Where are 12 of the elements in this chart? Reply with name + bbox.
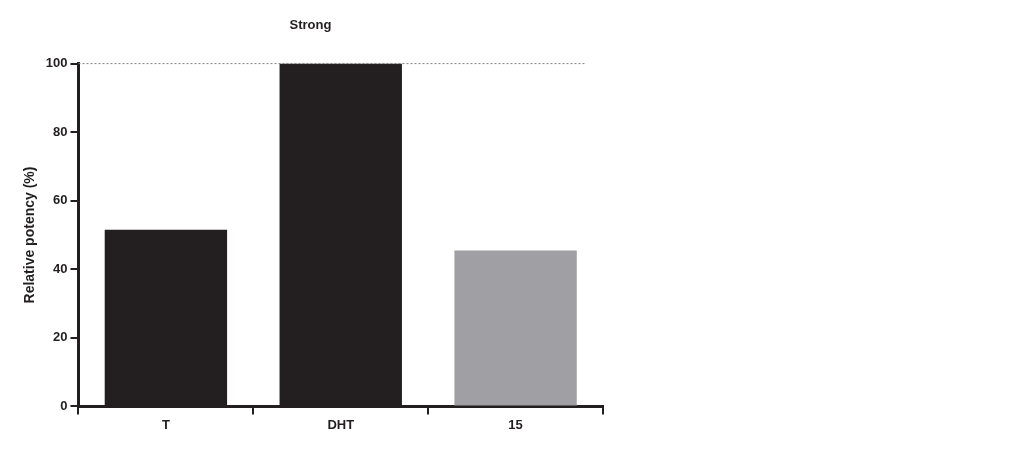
- y-tick-label: 20: [53, 329, 68, 345]
- bar: [454, 250, 577, 406]
- x-tick-label: DHT: [327, 416, 355, 432]
- chart-title: Strong: [289, 17, 332, 33]
- y-tick-label: 60: [53, 192, 68, 208]
- y-tick-label: 0: [60, 397, 68, 413]
- y-tick-label: 100: [45, 55, 68, 71]
- x-tick-label: 15: [508, 416, 523, 432]
- x-tick-label: T: [161, 416, 170, 432]
- y-tick-label: 40: [53, 260, 68, 276]
- y-axis-title: Relative potency (%): [21, 166, 38, 304]
- y-tick-label: 80: [53, 123, 68, 139]
